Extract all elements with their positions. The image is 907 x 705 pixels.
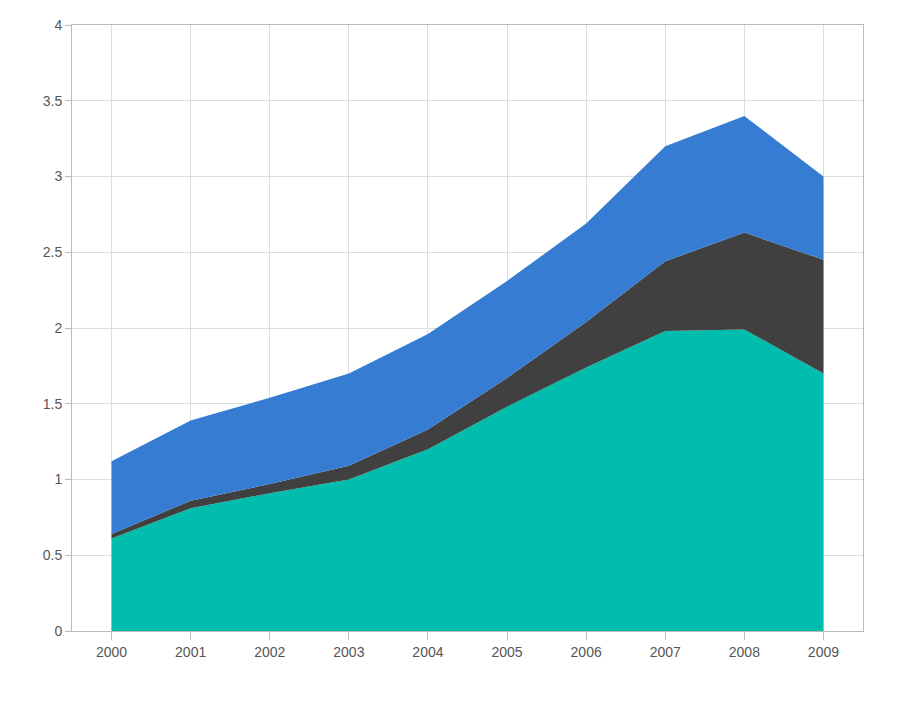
svg-text:2: 2 (54, 320, 62, 336)
svg-text:1: 1 (54, 471, 62, 487)
svg-text:2003: 2003 (333, 644, 364, 660)
svg-text:2001: 2001 (175, 644, 206, 660)
svg-text:2002: 2002 (254, 644, 285, 660)
svg-text:0.5: 0.5 (43, 547, 63, 563)
svg-text:3.5: 3.5 (43, 93, 63, 109)
svg-text:2009: 2009 (808, 644, 839, 660)
svg-text:2000: 2000 (96, 644, 127, 660)
svg-text:4: 4 (54, 17, 62, 33)
svg-text:0: 0 (54, 623, 62, 639)
svg-text:2.5: 2.5 (43, 244, 63, 260)
svg-text:2005: 2005 (491, 644, 522, 660)
svg-text:2006: 2006 (571, 644, 602, 660)
svg-text:2007: 2007 (650, 644, 681, 660)
svg-text:2004: 2004 (412, 644, 443, 660)
svg-text:3: 3 (54, 168, 62, 184)
svg-text:1.5: 1.5 (43, 396, 63, 412)
svg-text:2008: 2008 (729, 644, 760, 660)
